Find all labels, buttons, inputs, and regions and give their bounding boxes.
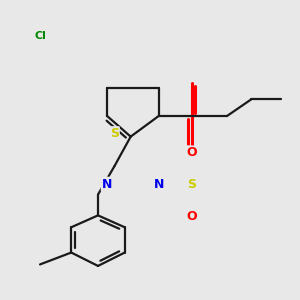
Text: Cl: Cl — [34, 31, 46, 40]
Text: S: S — [187, 178, 196, 191]
Text: N: N — [154, 178, 164, 191]
Text: N: N — [102, 178, 112, 191]
Text: S: S — [110, 127, 119, 140]
Text: O: O — [186, 210, 197, 224]
Text: O: O — [186, 146, 197, 160]
